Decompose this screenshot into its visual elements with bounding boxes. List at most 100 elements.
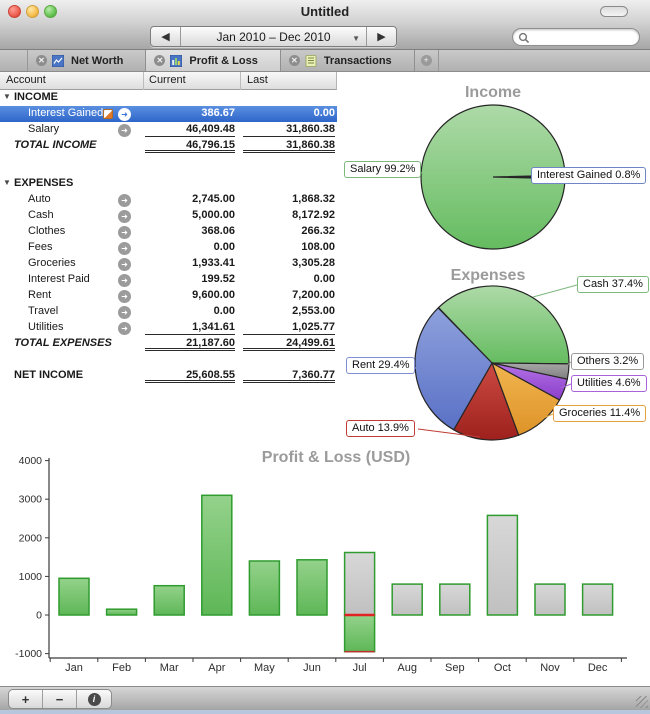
info-button[interactable]: i (77, 690, 111, 708)
account-label: Rent (28, 289, 52, 301)
date-range-button[interactable]: Jan 2010 – Dec 2010 ▼ (181, 27, 366, 46)
account-label: Fees (28, 241, 53, 253)
drill-down-arrow-button[interactable]: ➜ (118, 290, 131, 303)
remove-account-button[interactable]: − (43, 690, 77, 708)
close-tab-icon[interactable]: ✕ (288, 55, 300, 66)
disclosure-triangle-icon[interactable]: ▼ (3, 178, 11, 187)
account-label: Salary (28, 123, 60, 135)
close-window-button[interactable] (8, 5, 21, 18)
pie-slice-cash[interactable] (437, 285, 570, 365)
last-value: 266.32 (301, 225, 335, 237)
table-row-interest-gained[interactable]: Interest Gained ➜ 386.67 0.00 (0, 106, 337, 122)
bar-oct[interactable] (486, 514, 519, 616)
column-header-account[interactable]: Account (6, 74, 46, 86)
bar-mar[interactable] (153, 584, 185, 616)
bar-jul[interactable] (343, 551, 376, 616)
drill-down-arrow-button[interactable]: ➜ (118, 124, 131, 137)
drill-down-arrow-button[interactable]: ➜ (118, 274, 131, 287)
account-label: Travel (28, 305, 59, 317)
table-row-travel[interactable]: Travel ➜ 0.00 2,553.00 (0, 304, 337, 320)
table-row-cash[interactable]: Cash ➜ 5,000.00 8,172.92 (0, 208, 337, 224)
main-toolbar: ◀ Jan 2010 – Dec 2010 ▼ ▶ (0, 22, 650, 50)
last-value: 0.00 (313, 273, 335, 285)
current-value: 0.00 (213, 305, 235, 317)
pie-slice-rent[interactable] (414, 307, 493, 431)
table-row-rent[interactable]: Rent ➜ 9,600.00 7,200.00 (0, 288, 337, 304)
table-row-expenses[interactable]: ▼ EXPENSES (0, 176, 337, 192)
svg-text:Feb: Feb (112, 662, 131, 674)
minimize-window-button[interactable] (26, 5, 39, 18)
table-row-groceries[interactable]: Groceries ➜ 1,933.41 3,305.28 (0, 256, 337, 272)
close-tab-icon[interactable]: ✕ (154, 55, 166, 66)
table-row-utilities[interactable]: Utilities ➜ 1,341.61 1,025.77 (0, 320, 337, 336)
drill-down-arrow-button[interactable]: ➜ (118, 306, 131, 319)
drill-down-arrow-button[interactable]: ➜ (118, 210, 131, 223)
current-value: 368.06 (201, 225, 235, 237)
bar-jun[interactable] (296, 559, 328, 616)
svg-text:May: May (254, 662, 275, 674)
add-account-button[interactable]: + (9, 690, 43, 708)
table-row-auto[interactable]: Auto ➜ 2,745.00 1,868.32 (0, 192, 337, 208)
svg-text:Mar: Mar (160, 662, 179, 674)
svg-text:-1000: -1000 (15, 648, 42, 660)
current-value: 1,933.41 (192, 257, 235, 269)
group-label: INCOME (14, 91, 58, 103)
bar-apr[interactable] (201, 494, 233, 616)
chevron-down-icon: ▼ (352, 34, 360, 43)
bar-nov[interactable] (534, 583, 566, 616)
bar-feb[interactable] (105, 608, 138, 616)
current-value: 199.52 (201, 273, 235, 285)
disclosure-triangle-icon[interactable]: ▼ (3, 92, 11, 101)
tab-transactions[interactable]: ✕ Transactions (281, 50, 415, 71)
account-label: Clothes (28, 225, 66, 237)
bar-jan[interactable] (58, 577, 90, 616)
close-tab-icon[interactable]: ✕ (36, 55, 47, 66)
add-tab-button[interactable]: + (415, 50, 439, 71)
previous-period-button[interactable]: ◀ (151, 27, 181, 46)
tab-net-worth[interactable]: ✕ Net Worth (28, 50, 147, 71)
search-input[interactable] (533, 30, 633, 44)
zoom-window-button[interactable] (44, 5, 57, 18)
account-label: Utilities (28, 321, 64, 333)
svg-text:3000: 3000 (19, 494, 43, 506)
tab-profit-and-loss[interactable]: ✕ Profit & Loss (146, 50, 281, 71)
svg-text:Income: Income (465, 84, 521, 101)
table-row-net-income[interactable]: NET INCOME 25,608.55 7,360.77 (0, 368, 337, 384)
bar-may[interactable] (248, 560, 281, 616)
group-label: EXPENSES (14, 177, 74, 189)
drill-down-arrow-button[interactable]: ➜ (118, 226, 131, 239)
bar-dec[interactable] (581, 583, 614, 616)
last-value: 1,025.77 (243, 320, 335, 335)
bar-aug[interactable] (391, 583, 423, 616)
column-header-last[interactable]: Last (247, 74, 268, 86)
table-row-clothes[interactable]: Clothes ➜ 368.06 266.32 (0, 224, 337, 240)
svg-text:Jul: Jul (353, 662, 367, 674)
search-icon (518, 32, 530, 44)
left-arrow-icon: ◀ (161, 31, 170, 43)
charts-canvas: Income Expenses Profit & Loss (USD) 4000 300… (15, 84, 627, 674)
bar-sep[interactable] (439, 583, 471, 616)
table-row-interest-paid[interactable]: Interest Paid ➜ 199.52 0.00 (0, 272, 337, 288)
table-row-income[interactable]: ▼ INCOME (0, 90, 337, 106)
table-row-total-income[interactable]: TOTAL INCOME 46,796.15 31,860.38 (0, 138, 337, 154)
next-period-button[interactable]: ▶ (366, 27, 396, 46)
table-row-total-expenses[interactable]: TOTAL EXPENSES 21,187.60 24,499.61 (0, 336, 337, 352)
table-row-fees[interactable]: Fees ➜ 0.00 108.00 (0, 240, 337, 256)
pie-slice-auto[interactable] (452, 361, 520, 441)
last-value: 1,868.32 (292, 193, 335, 205)
current-value: 46,409.48 (145, 122, 235, 137)
svg-text:Jun: Jun (303, 662, 321, 674)
drill-down-arrow-button[interactable]: ➜ (118, 258, 131, 271)
table-row-salary[interactable]: Salary ➜ 46,409.48 31,860.38 (0, 122, 337, 138)
drill-down-arrow-button[interactable]: ➜ (118, 194, 131, 207)
info-icon: i (87, 692, 101, 706)
toolbar-toggle-pill-button[interactable] (600, 6, 628, 17)
drill-down-arrow-button[interactable]: ➜ (118, 108, 131, 121)
bar-jul[interactable] (343, 614, 376, 653)
total-label: TOTAL INCOME (14, 139, 97, 151)
drill-down-arrow-button[interactable]: ➜ (118, 322, 131, 335)
column-header-current[interactable]: Current (149, 74, 186, 86)
resize-grip[interactable] (636, 696, 648, 708)
drill-down-arrow-button[interactable]: ➜ (118, 242, 131, 255)
svg-text:1000: 1000 (19, 571, 43, 583)
